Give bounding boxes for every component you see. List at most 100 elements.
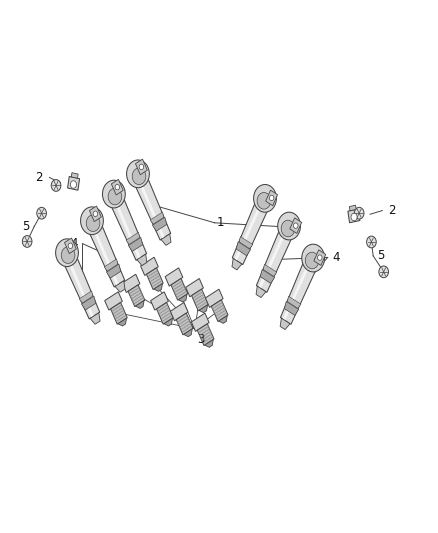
Circle shape [115,184,120,190]
Polygon shape [171,278,188,300]
Polygon shape [150,212,164,224]
Circle shape [93,211,98,216]
Text: 4: 4 [71,237,78,250]
Circle shape [302,244,325,272]
Circle shape [367,236,376,248]
Polygon shape [199,305,208,313]
Polygon shape [280,261,316,324]
Polygon shape [68,260,94,318]
Polygon shape [154,284,162,292]
Polygon shape [260,269,275,284]
Circle shape [305,252,319,269]
Circle shape [102,180,125,208]
Polygon shape [89,224,125,287]
Polygon shape [219,316,227,324]
Polygon shape [90,313,100,324]
Circle shape [51,180,61,191]
Circle shape [108,188,122,205]
Polygon shape [205,289,223,308]
Polygon shape [236,241,251,256]
Polygon shape [106,264,121,278]
Polygon shape [234,204,262,261]
Polygon shape [258,232,286,288]
Circle shape [281,220,295,237]
Circle shape [81,207,103,235]
Polygon shape [263,264,277,277]
Polygon shape [152,217,167,231]
Polygon shape [139,181,165,239]
Circle shape [86,215,100,231]
Polygon shape [118,318,127,326]
Circle shape [127,160,149,188]
Circle shape [278,212,300,240]
Polygon shape [256,286,266,297]
Polygon shape [105,292,122,310]
Polygon shape [64,256,100,319]
Polygon shape [284,301,299,316]
Polygon shape [283,264,310,320]
Circle shape [293,223,298,228]
Polygon shape [184,329,192,337]
Polygon shape [89,206,101,222]
Polygon shape [290,218,302,233]
Circle shape [139,164,144,169]
Polygon shape [67,176,80,190]
Circle shape [257,192,271,209]
Polygon shape [146,268,163,289]
Polygon shape [115,201,141,259]
Circle shape [254,184,276,212]
Polygon shape [170,303,188,321]
Polygon shape [79,291,93,303]
Polygon shape [350,205,356,211]
Circle shape [318,255,322,260]
Polygon shape [232,201,268,264]
Polygon shape [239,237,253,249]
Polygon shape [256,229,292,292]
Circle shape [269,195,274,200]
Polygon shape [232,259,242,270]
Polygon shape [128,237,143,252]
Polygon shape [111,197,147,260]
Polygon shape [122,274,140,293]
Polygon shape [266,190,278,206]
Polygon shape [197,324,214,345]
Circle shape [132,168,146,184]
Circle shape [68,243,73,248]
Polygon shape [314,250,326,265]
Polygon shape [348,209,360,223]
Polygon shape [141,257,158,276]
Text: 4: 4 [332,251,339,264]
Circle shape [37,207,46,219]
Polygon shape [81,296,96,310]
Polygon shape [211,300,228,321]
Text: 3: 3 [197,333,205,346]
Polygon shape [126,232,140,245]
Polygon shape [156,302,173,324]
Circle shape [22,236,32,247]
Polygon shape [135,177,171,240]
Circle shape [56,239,78,266]
Polygon shape [93,228,119,286]
Polygon shape [165,268,183,286]
Polygon shape [161,234,171,245]
Polygon shape [64,238,76,254]
Polygon shape [280,318,290,329]
Polygon shape [191,289,208,311]
Polygon shape [104,259,118,271]
Circle shape [379,266,389,278]
Polygon shape [176,313,193,335]
Polygon shape [191,313,209,332]
Text: 2: 2 [388,204,395,217]
Polygon shape [115,281,125,292]
Text: 1: 1 [217,216,224,229]
Text: 2: 2 [35,171,43,184]
Text: 5: 5 [22,220,30,233]
Polygon shape [151,292,168,310]
Polygon shape [186,279,203,297]
Polygon shape [111,180,123,195]
Polygon shape [205,340,213,348]
Polygon shape [128,285,145,306]
Polygon shape [135,159,147,175]
Polygon shape [178,294,187,302]
Circle shape [351,213,357,221]
